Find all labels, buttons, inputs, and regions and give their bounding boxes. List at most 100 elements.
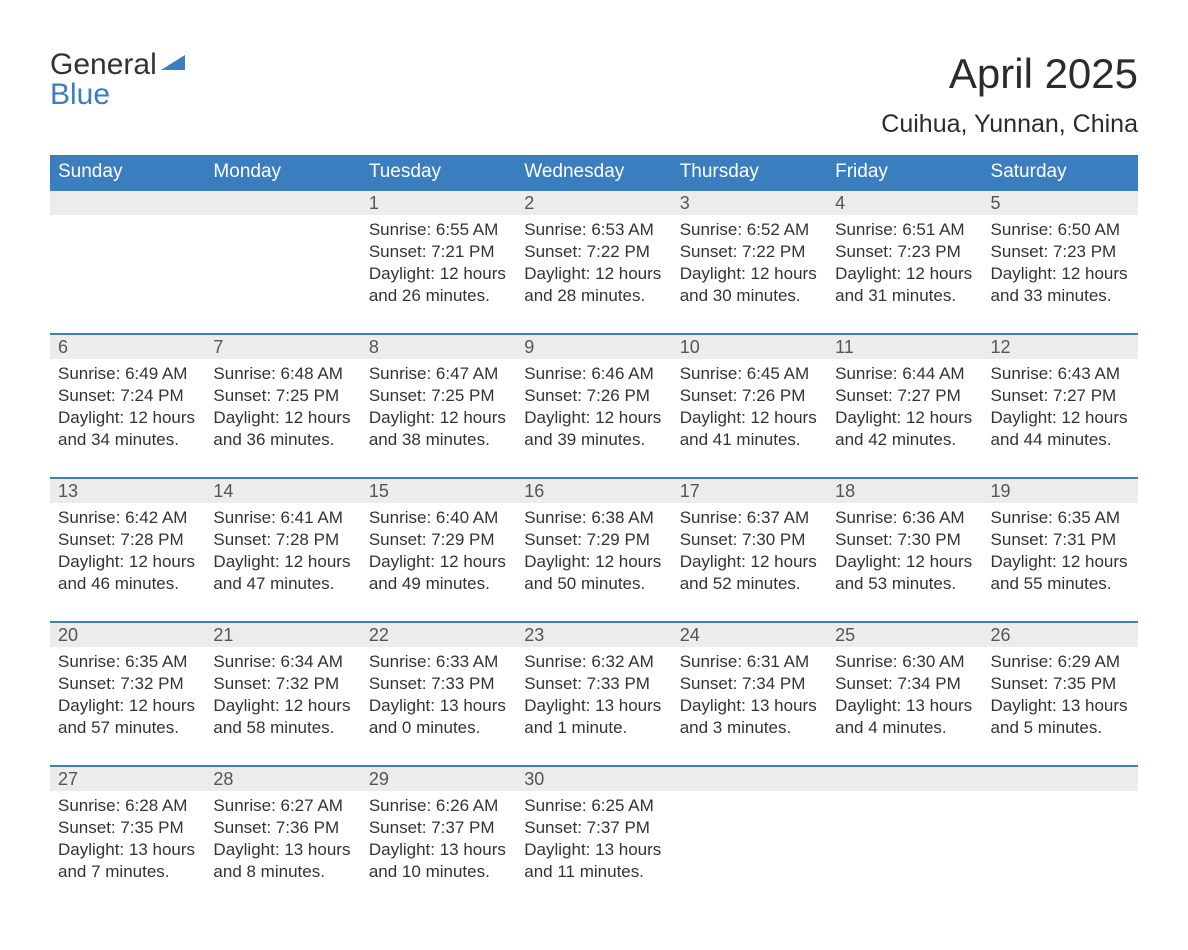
- daylight1-text: Daylight: 12 hours: [369, 263, 508, 285]
- day-content: Sunrise: 6:38 AMSunset: 7:29 PMDaylight:…: [516, 503, 671, 605]
- day-cell: 16Sunrise: 6:38 AMSunset: 7:29 PMDayligh…: [516, 478, 671, 622]
- sunset-text: Sunset: 7:31 PM: [991, 529, 1130, 551]
- day-number: 3: [672, 191, 827, 215]
- sunrise-text: Sunrise: 6:51 AM: [835, 219, 974, 241]
- sunset-text: Sunset: 7:37 PM: [369, 817, 508, 839]
- daylight1-text: Daylight: 13 hours: [524, 695, 663, 717]
- sunset-text: Sunset: 7:23 PM: [991, 241, 1130, 263]
- daylight1-text: Daylight: 13 hours: [58, 839, 197, 861]
- daylight2-text: and 52 minutes.: [680, 573, 819, 595]
- day-number: [672, 767, 827, 791]
- sunset-text: Sunset: 7:32 PM: [213, 673, 352, 695]
- week-row: 27Sunrise: 6:28 AMSunset: 7:35 PMDayligh…: [50, 766, 1138, 910]
- daylight2-text: and 26 minutes.: [369, 285, 508, 307]
- daylight2-text: and 41 minutes.: [680, 429, 819, 451]
- daylight1-text: Daylight: 12 hours: [213, 407, 352, 429]
- day-cell: 29Sunrise: 6:26 AMSunset: 7:37 PMDayligh…: [361, 766, 516, 910]
- week-row: 20Sunrise: 6:35 AMSunset: 7:32 PMDayligh…: [50, 622, 1138, 766]
- day-cell: 18Sunrise: 6:36 AMSunset: 7:30 PMDayligh…: [827, 478, 982, 622]
- day-content: Sunrise: 6:44 AMSunset: 7:27 PMDaylight:…: [827, 359, 982, 461]
- sunset-text: Sunset: 7:30 PM: [680, 529, 819, 551]
- daylight2-text: and 33 minutes.: [991, 285, 1130, 307]
- sunset-text: Sunset: 7:22 PM: [680, 241, 819, 263]
- day-cell: 23Sunrise: 6:32 AMSunset: 7:33 PMDayligh…: [516, 622, 671, 766]
- sunrise-text: Sunrise: 6:55 AM: [369, 219, 508, 241]
- day-number: 1: [361, 191, 516, 215]
- daylight2-text: and 53 minutes.: [835, 573, 974, 595]
- sunset-text: Sunset: 7:33 PM: [369, 673, 508, 695]
- day-content: Sunrise: 6:32 AMSunset: 7:33 PMDaylight:…: [516, 647, 671, 749]
- day-number: 21: [205, 623, 360, 647]
- sunrise-text: Sunrise: 6:27 AM: [213, 795, 352, 817]
- sunrise-text: Sunrise: 6:32 AM: [524, 651, 663, 673]
- day-number: 27: [50, 767, 205, 791]
- sunset-text: Sunset: 7:32 PM: [58, 673, 197, 695]
- sunrise-text: Sunrise: 6:34 AM: [213, 651, 352, 673]
- day-cell: 3Sunrise: 6:52 AMSunset: 7:22 PMDaylight…: [672, 190, 827, 334]
- daylight2-text: and 58 minutes.: [213, 717, 352, 739]
- day-cell: 30Sunrise: 6:25 AMSunset: 7:37 PMDayligh…: [516, 766, 671, 910]
- daylight1-text: Daylight: 12 hours: [991, 551, 1130, 573]
- sunrise-text: Sunrise: 6:30 AM: [835, 651, 974, 673]
- sunrise-text: Sunrise: 6:44 AM: [835, 363, 974, 385]
- day-number: 17: [672, 479, 827, 503]
- day-cell: 12Sunrise: 6:43 AMSunset: 7:27 PMDayligh…: [983, 334, 1138, 478]
- daylight1-text: Daylight: 12 hours: [58, 407, 197, 429]
- day-cell: 19Sunrise: 6:35 AMSunset: 7:31 PMDayligh…: [983, 478, 1138, 622]
- sunset-text: Sunset: 7:34 PM: [680, 673, 819, 695]
- day-number: 23: [516, 623, 671, 647]
- day-content: Sunrise: 6:36 AMSunset: 7:30 PMDaylight:…: [827, 503, 982, 605]
- day-number: 14: [205, 479, 360, 503]
- logo-word-bottom: Blue: [50, 80, 191, 110]
- day-number: 12: [983, 335, 1138, 359]
- daylight1-text: Daylight: 12 hours: [680, 263, 819, 285]
- day-cell: 6Sunrise: 6:49 AMSunset: 7:24 PMDaylight…: [50, 334, 205, 478]
- day-cell: 25Sunrise: 6:30 AMSunset: 7:34 PMDayligh…: [827, 622, 982, 766]
- daylight1-text: Daylight: 13 hours: [369, 839, 508, 861]
- sunrise-text: Sunrise: 6:50 AM: [991, 219, 1130, 241]
- daylight2-text: and 49 minutes.: [369, 573, 508, 595]
- daylight2-text: and 44 minutes.: [991, 429, 1130, 451]
- day-cell: 17Sunrise: 6:37 AMSunset: 7:30 PMDayligh…: [672, 478, 827, 622]
- day-cell: 4 Sunrise: 6:51 AMSunset: 7:23 PMDaylight…: [827, 190, 982, 334]
- daylight1-text: Daylight: 12 hours: [213, 551, 352, 573]
- sunset-text: Sunset: 7:26 PM: [524, 385, 663, 407]
- weekday-header: Saturday: [983, 155, 1138, 190]
- calendar-document: General Blue April 2025 Cuihua, Yunnan, …: [0, 0, 1188, 950]
- day-content: Sunrise: 6:42 AMSunset: 7:28 PMDaylight:…: [50, 503, 205, 605]
- sunrise-text: Sunrise: 6:48 AM: [213, 363, 352, 385]
- day-number: 18: [827, 479, 982, 503]
- flag-icon: [161, 50, 191, 80]
- day-cell: 13Sunrise: 6:42 AMSunset: 7:28 PMDayligh…: [50, 478, 205, 622]
- day-number: 5: [983, 191, 1138, 215]
- weekday-header: Friday: [827, 155, 982, 190]
- day-number: 6: [50, 335, 205, 359]
- daylight1-text: Daylight: 12 hours: [524, 263, 663, 285]
- day-number: 9: [516, 335, 671, 359]
- sunset-text: Sunset: 7:23 PM: [835, 241, 974, 263]
- day-number: 15: [361, 479, 516, 503]
- daylight2-text: and 30 minutes.: [680, 285, 819, 307]
- daylight2-text: and 36 minutes.: [213, 429, 352, 451]
- day-content: Sunrise: 6:30 AMSunset: 7:34 PMDaylight:…: [827, 647, 982, 749]
- header: General Blue April 2025 Cuihua, Yunnan, …: [50, 50, 1138, 139]
- day-content: Sunrise: 6:53 AMSunset: 7:22 PMDaylight:…: [516, 215, 671, 317]
- day-number: [983, 767, 1138, 791]
- sunrise-text: Sunrise: 6:35 AM: [991, 507, 1130, 529]
- sunrise-text: Sunrise: 6:40 AM: [369, 507, 508, 529]
- day-content: Sunrise: 6:26 AMSunset: 7:37 PMDaylight:…: [361, 791, 516, 893]
- daylight1-text: Daylight: 12 hours: [835, 263, 974, 285]
- sunrise-text: Sunrise: 6:38 AM: [524, 507, 663, 529]
- day-number: 4: [827, 191, 982, 215]
- daylight1-text: Daylight: 12 hours: [213, 695, 352, 717]
- day-number: 7: [205, 335, 360, 359]
- daylight2-text: and 0 minutes.: [369, 717, 508, 739]
- day-number: 28: [205, 767, 360, 791]
- daylight2-text: and 28 minutes.: [524, 285, 663, 307]
- daylight1-text: Daylight: 12 hours: [835, 551, 974, 573]
- title-block: April 2025 Cuihua, Yunnan, China: [881, 50, 1138, 139]
- day-number: 20: [50, 623, 205, 647]
- sunset-text: Sunset: 7:34 PM: [835, 673, 974, 695]
- day-number: 16: [516, 479, 671, 503]
- sunset-text: Sunset: 7:36 PM: [213, 817, 352, 839]
